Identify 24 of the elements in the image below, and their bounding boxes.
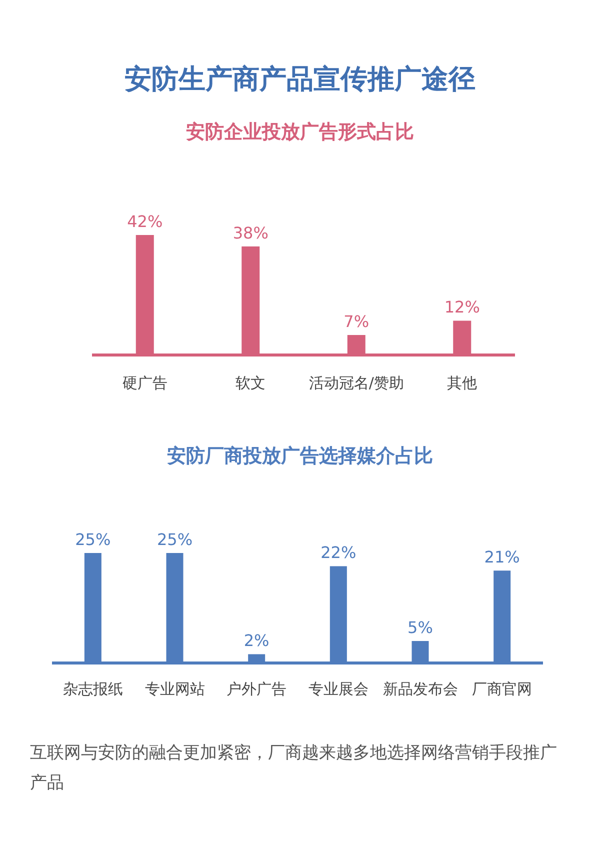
text: 互联网与安防的融合更加紧密，厂商越来越多地选择网络营销手段推广产品 [30,742,558,795]
x-tick-label: 专业展会 [308,680,368,698]
x-tick-label: 户外广告 [226,680,287,698]
data-label: 22% [320,543,356,562]
data-label: 42% [127,212,163,231]
chart-subtitle: 安防企业投放广告形式占比 [186,121,414,143]
data-label: 12% [444,298,480,317]
x-tick-label: 厂商官网 [472,680,532,698]
data-label: 38% [232,223,268,242]
chart-title: 安防生产商产品宣传推广途径 [124,64,476,95]
x-tick-label: 活动冠名/赞助 [308,374,404,392]
x-tick-label: 杂志报纸 [62,680,123,698]
x-tick-label: 软文 [236,374,266,392]
data-label: 5% [408,618,433,637]
x-tick-label: 专业网站 [144,680,205,698]
data-label: 25% [156,530,193,549]
data-label: 21% [484,548,520,567]
data-label: 2% [244,631,270,650]
x-tick-label: 新品发布会 [382,680,458,698]
data-label: 25% [75,530,111,549]
chart-subtitle: 安防厂商投放广告选择媒介占比 [167,445,433,467]
x-tick-label: 硬广告 [122,374,168,392]
x-tick-label: 其他 [447,374,478,392]
data-label: 7% [344,312,370,331]
